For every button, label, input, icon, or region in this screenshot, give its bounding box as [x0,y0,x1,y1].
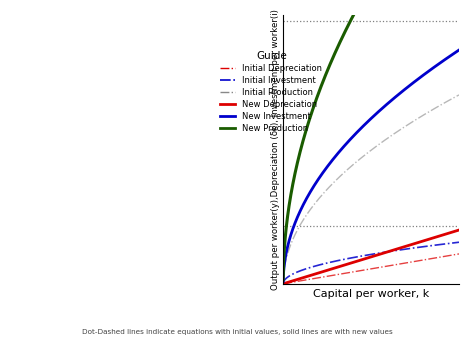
Legend: Initial Depreciation, Initial Investment, Initial Production, New Depreciation, : Initial Depreciation, Initial Investment… [220,51,322,133]
Y-axis label: Output per worker(y),Depreciation (δk), Investment per worker(i): Output per worker(y),Depreciation (δk), … [272,9,280,290]
Text: Dot-Dashed lines indicate equations with initial values, solid lines are with ne: Dot-Dashed lines indicate equations with… [82,329,392,335]
X-axis label: Capital per worker, k: Capital per worker, k [313,289,429,299]
